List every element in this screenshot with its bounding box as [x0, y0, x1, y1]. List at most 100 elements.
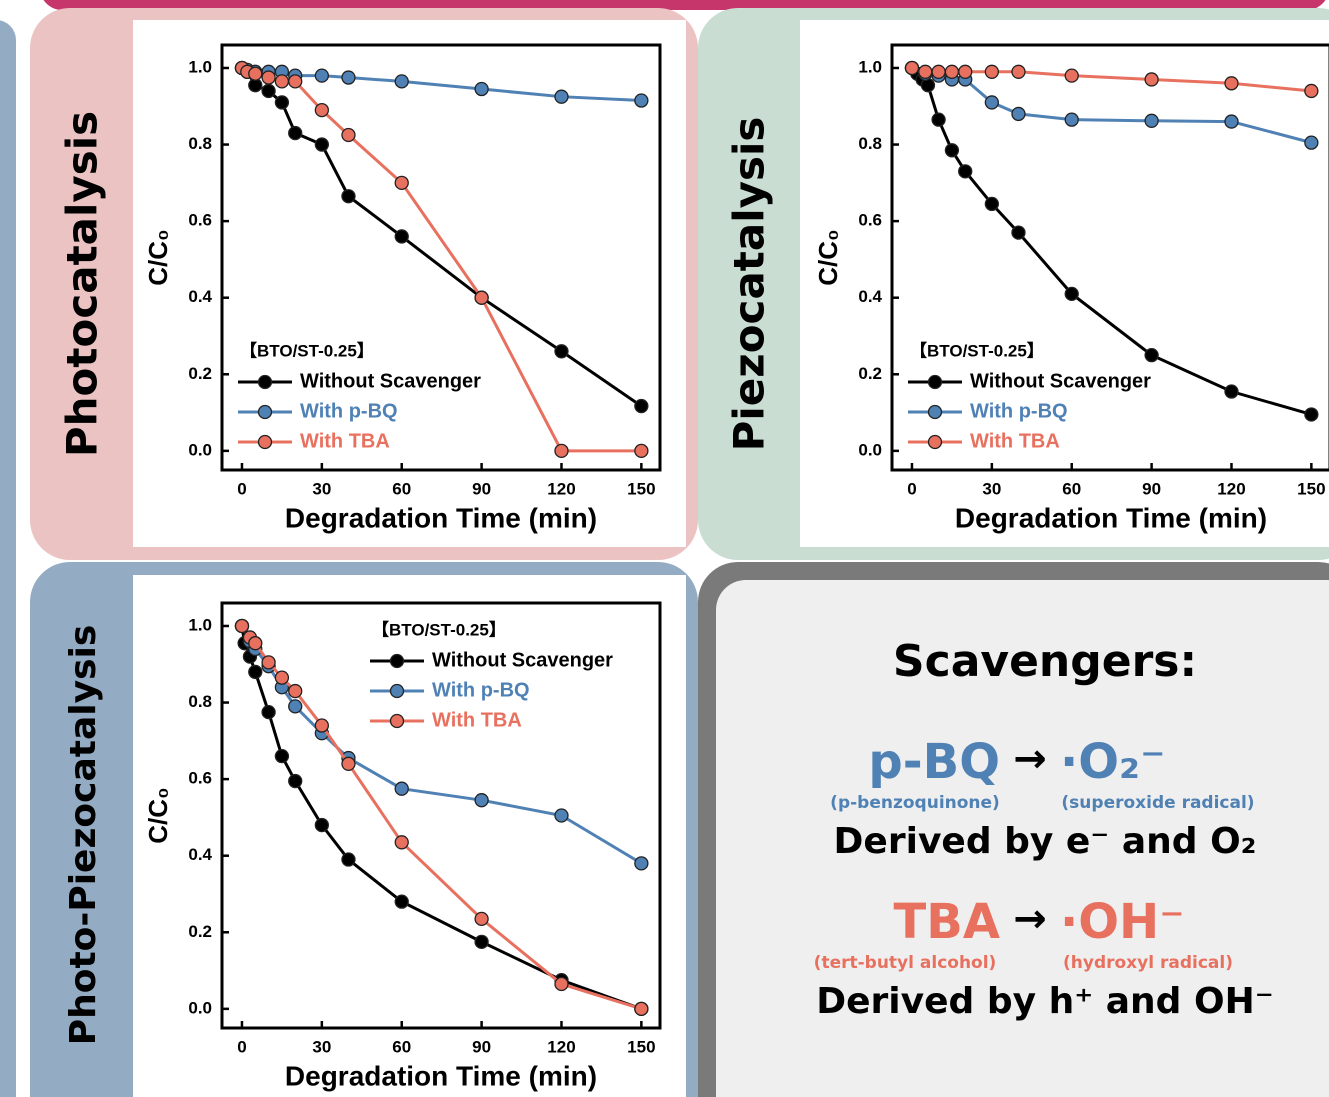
- x-tick-label: 0: [237, 479, 246, 498]
- data-point: [314, 102, 329, 118]
- x-tick-label: 90: [1142, 479, 1161, 498]
- x-tick-label: 120: [1217, 479, 1245, 498]
- legend-label: With TBA: [300, 430, 390, 452]
- reagent-note: (p-benzoquinone): [830, 793, 1000, 813]
- species: ·OH⁻: [1060, 894, 1185, 950]
- y-tick-label: 1.0: [858, 57, 882, 76]
- data-point: [314, 137, 329, 152]
- origin: Derived by e⁻ and O₂: [834, 821, 1257, 862]
- data-point: [261, 83, 276, 99]
- y-tick-label: 1.0: [188, 57, 212, 76]
- data-point: [1224, 114, 1239, 129]
- data-point: [394, 175, 409, 190]
- data-point: [261, 70, 276, 85]
- data-point: [1304, 407, 1319, 422]
- data-point: [394, 894, 409, 909]
- data-point: [634, 398, 649, 414]
- x-tick-label: 60: [392, 1037, 411, 1056]
- data-point: [394, 229, 409, 244]
- y-tick-label: 0.2: [188, 922, 212, 941]
- y-tick-label: 0.4: [188, 845, 212, 864]
- data-point: [234, 618, 250, 634]
- axes-frame: [220, 43, 662, 472]
- y-tick-label: 0.8: [858, 134, 882, 153]
- legend-marker: [389, 683, 405, 699]
- legend-label: With TBA: [970, 430, 1060, 452]
- legend-label: With p-BQ: [970, 400, 1068, 422]
- x-axis-label: Degradation Time (min): [955, 502, 1267, 533]
- y-tick-label: 0.8: [188, 134, 212, 153]
- axes-frame: [890, 43, 1329, 472]
- reagent-note: (tert-butyl alcohol): [814, 953, 997, 973]
- data-point: [1144, 113, 1159, 128]
- y-tick-label: 0.8: [188, 692, 212, 711]
- scavengers-title: Scavengers:: [893, 636, 1197, 687]
- data-point: [554, 808, 569, 823]
- data-point: [341, 852, 356, 867]
- data-point: [904, 60, 920, 76]
- data-point: [314, 817, 329, 833]
- left-band: [0, 20, 16, 1097]
- data-point: [341, 127, 356, 143]
- x-axis-label: Degradation Time (min): [285, 502, 597, 533]
- legend-marker: [389, 713, 405, 729]
- x-tick-label: 30: [312, 479, 331, 498]
- x-tick-label: 120: [547, 479, 575, 498]
- origin: Derived by h⁺ and OH⁻: [816, 981, 1273, 1022]
- data-point: [554, 344, 569, 359]
- data-point: [288, 683, 303, 699]
- y-tick-label: 0.6: [188, 769, 212, 788]
- legend-marker: [927, 404, 943, 420]
- data-point: [1064, 68, 1079, 83]
- y-axis-label: C/C₀: [143, 229, 173, 286]
- data-point: [314, 68, 329, 83]
- panel-title: Piezocatalysis: [725, 117, 774, 452]
- scavenger-list: p-BQ → ·O₂⁻ (p-benzoquinone) (superoxide rad…: [814, 734, 1274, 1022]
- arrow: →: [1013, 736, 1047, 782]
- data-point: [1064, 112, 1079, 127]
- y-tick-label: 0.2: [858, 364, 882, 383]
- data-point: [944, 64, 960, 79]
- legend-label: Without Scavenger: [970, 370, 1151, 392]
- species: ·O₂⁻: [1060, 734, 1165, 790]
- data-point: [341, 70, 356, 85]
- data-point: [554, 976, 569, 992]
- data-point: [274, 670, 290, 685]
- legend-marker: [257, 434, 273, 450]
- x-tick-label: 90: [472, 479, 491, 498]
- data-point: [288, 699, 303, 714]
- data-point: [394, 781, 409, 796]
- legend-label: With p-BQ: [300, 400, 398, 422]
- legend-header: 【BTO/ST-0.25】: [372, 619, 506, 639]
- plot: [234, 60, 649, 459]
- species-note: (superoxide radical): [1061, 793, 1254, 813]
- data-point: [394, 835, 409, 850]
- data-point: [984, 64, 999, 79]
- data-point: [474, 911, 489, 927]
- data-point: [1304, 83, 1319, 99]
- plot: [234, 618, 649, 1017]
- legend-marker: [927, 374, 943, 390]
- data-point: [634, 443, 649, 459]
- data-point: [261, 704, 276, 720]
- x-tick-label: 60: [392, 479, 411, 498]
- data-point: [288, 773, 303, 789]
- y-tick-label: 0.0: [188, 440, 212, 459]
- y-tick-label: 0.6: [188, 211, 212, 230]
- chart-bg: [133, 20, 686, 547]
- legend-header: 【BTO/ST-0.25】: [240, 340, 374, 360]
- data-point: [248, 66, 263, 81]
- data-point: [274, 74, 290, 89]
- data-point: [1224, 76, 1239, 91]
- legend-label: Without Scavenger: [432, 649, 613, 671]
- y-tick-label: 0.2: [188, 364, 212, 383]
- data-point: [1304, 135, 1319, 150]
- data-point: [1144, 72, 1159, 87]
- data-point: [554, 89, 569, 104]
- data-point: [1011, 225, 1026, 240]
- data-point: [944, 143, 960, 158]
- y-tick-label: 0.4: [858, 287, 882, 306]
- data-point: [634, 856, 649, 871]
- panel-title: Photocatalysis: [58, 111, 107, 457]
